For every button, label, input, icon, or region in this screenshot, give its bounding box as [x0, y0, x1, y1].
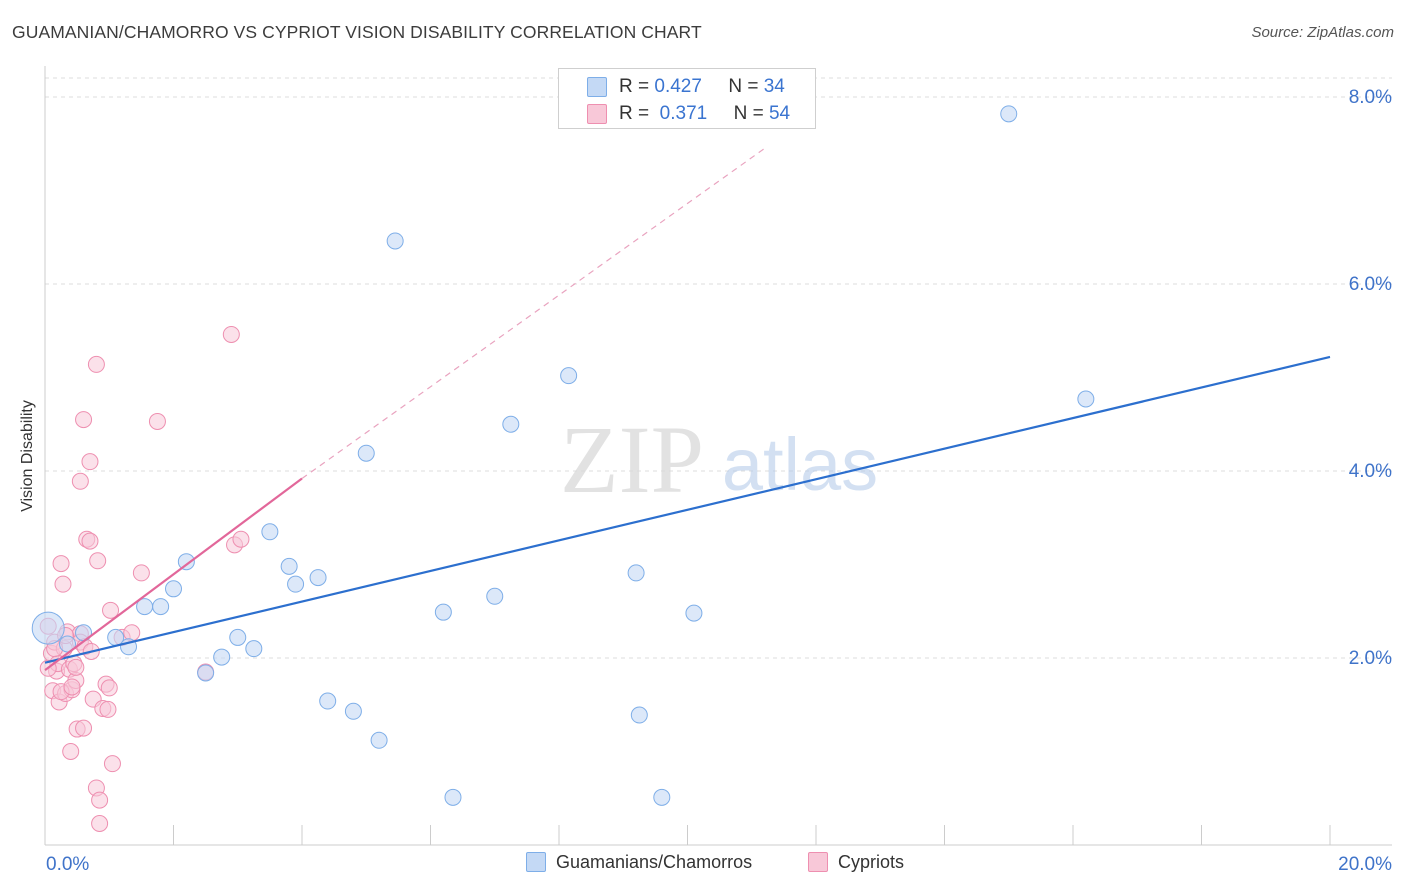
- guamanian-point: [177, 553, 195, 571]
- cypriot-point: [89, 552, 107, 570]
- guamanian-point: [213, 648, 231, 666]
- cypriot-point: [87, 355, 105, 373]
- source-label: Source: ZipAtlas.com: [1251, 24, 1394, 41]
- legend-n-value: 54: [768, 103, 791, 124]
- cypriot-point: [71, 472, 89, 490]
- chart-title: GUAMANIAN/CHAMORRO VS CYPRIOT VISION DIS…: [12, 22, 702, 42]
- guamanian-point: [370, 731, 388, 749]
- cypriot-point: [75, 411, 93, 429]
- bottom-legend-cypriots: Cypriots: [808, 852, 904, 873]
- guamanian-point: [653, 788, 671, 806]
- legend-r-label: R =: [619, 103, 655, 124]
- guamanian-point: [502, 415, 520, 433]
- bottom-legend-swatch-pink: [808, 852, 828, 872]
- y-tick-label: 8.0%: [1349, 87, 1392, 108]
- cypriot-point: [62, 743, 80, 760]
- cypriot-point: [222, 325, 240, 343]
- legend-r-value: 0.427: [654, 76, 702, 97]
- bottom-legend-guamanians: Guamanians/Chamorros: [526, 852, 752, 873]
- guamanian-point: [152, 598, 170, 616]
- cypriot-point: [67, 658, 85, 676]
- cypriot-point: [148, 412, 166, 430]
- legend-n-label: N =: [728, 76, 764, 97]
- guamanian-point: [31, 611, 65, 645]
- x-tick-label-left: 0.0%: [46, 854, 89, 875]
- cypriot-point: [103, 755, 121, 773]
- y-tick-label: 6.0%: [1349, 274, 1392, 295]
- guamanian-point: [444, 788, 462, 806]
- axes: [44, 66, 1392, 846]
- tick-labels: 2.0% 4.0% 6.0% 8.0% 0.0% 20.0%: [46, 87, 1392, 875]
- guamanian-point: [245, 640, 263, 658]
- watermark-atlas: atlas: [722, 423, 878, 506]
- legend-r-value: 0.371: [659, 103, 708, 124]
- bottom-legend-label: Cypriots: [838, 852, 905, 872]
- guamanian-point: [357, 444, 375, 462]
- cypriot-point: [91, 791, 109, 809]
- guamanian-point: [1000, 105, 1018, 123]
- guamanian-point: [434, 603, 452, 621]
- cypriot-point: [100, 679, 118, 697]
- legend-r-label: R =: [619, 76, 655, 97]
- watermark-zip: ZIP: [560, 406, 704, 513]
- watermark: ZIP atlas: [560, 406, 878, 513]
- guamanian-point: [165, 580, 182, 598]
- guamanian-point: [319, 692, 337, 710]
- cypriot-point: [102, 601, 120, 619]
- guamanian-point: [197, 664, 215, 682]
- y-tick-label: 4.0%: [1349, 461, 1392, 482]
- cypriot-point: [123, 624, 141, 642]
- cypriot-trend-line: [44, 477, 303, 672]
- guamanian-point: [229, 628, 247, 646]
- guamanian-point: [685, 604, 703, 622]
- guamanian-point: [486, 587, 504, 605]
- guamanians-points: [31, 105, 1095, 806]
- guamanian-point: [58, 635, 76, 653]
- cypriot-point: [91, 814, 109, 832]
- y-tick-label: 2.0%: [1349, 648, 1392, 669]
- cypriot-point: [232, 530, 250, 548]
- cypriot-point: [52, 555, 70, 573]
- bottom-legend-label: Guamanians/Chamorros: [556, 852, 753, 872]
- cypriot-trend-extension: [301, 147, 765, 479]
- y-axis-label: Vision Disability: [19, 400, 36, 512]
- guamanian-point: [261, 523, 279, 541]
- cypriot-point: [81, 532, 99, 550]
- guamanian-trend-line: [44, 355, 1331, 664]
- cypriot-point: [99, 700, 117, 718]
- legend-n-label: N =: [733, 103, 769, 124]
- legend-swatch-pink: [587, 104, 607, 124]
- legend-swatch-blue: [587, 77, 607, 97]
- guamanian-point: [344, 702, 362, 720]
- guamanian-point: [1077, 390, 1095, 408]
- cypriot-point: [132, 564, 150, 582]
- cypriots-points: [39, 325, 250, 832]
- bottom-legend-swatch-blue: [526, 852, 546, 872]
- cypriot-point: [81, 453, 99, 471]
- cypriot-point: [75, 719, 93, 737]
- gridlines: [45, 77, 1392, 659]
- guamanian-point: [280, 557, 298, 575]
- guamanian-point: [560, 367, 578, 385]
- cypriot-point: [63, 678, 81, 696]
- x-tick-label-right: 20.0%: [1338, 854, 1392, 875]
- guamanian-point: [287, 575, 305, 593]
- trend-lines: [44, 147, 1331, 672]
- guamanian-point: [630, 706, 648, 724]
- guamanian-point: [386, 232, 404, 250]
- cypriot-point: [54, 575, 72, 593]
- guamanian-point: [627, 564, 645, 582]
- stats-legend: R = 0.427 N = 34 R = 0.371 N = 54: [558, 68, 816, 129]
- guamanian-point: [309, 569, 327, 587]
- legend-n-value: 34: [763, 76, 785, 97]
